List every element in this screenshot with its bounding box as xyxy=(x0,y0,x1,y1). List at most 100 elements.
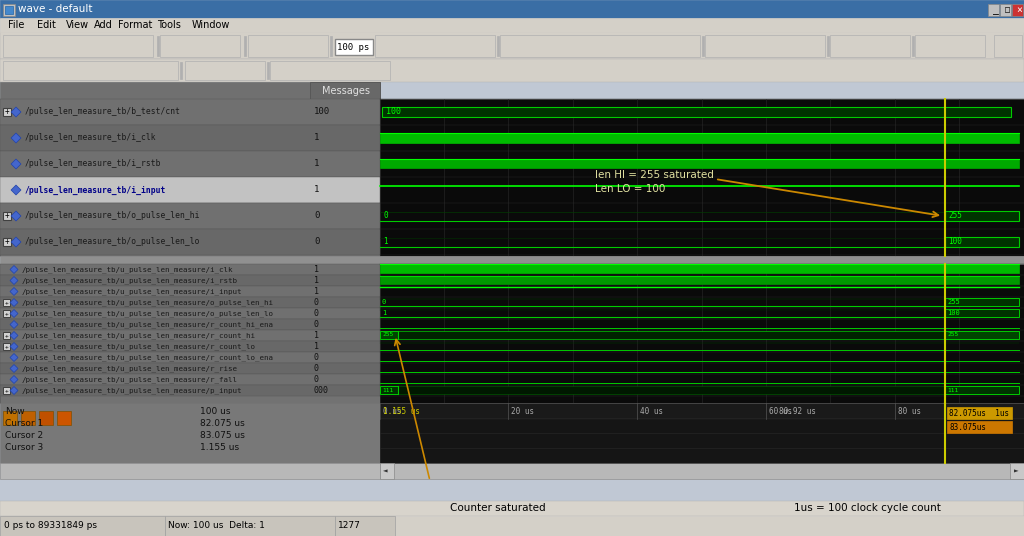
Bar xyxy=(0,341,380,352)
Text: 255: 255 xyxy=(947,299,959,305)
Text: ×: × xyxy=(1016,5,1022,15)
Bar xyxy=(827,36,829,56)
Text: /pulse_len_measure_tb/u_pulse_len_measure/p_input: /pulse_len_measure_tb/u_pulse_len_measur… xyxy=(22,387,243,394)
Bar xyxy=(244,36,246,56)
Text: Cursor 3: Cursor 3 xyxy=(5,443,43,451)
Bar xyxy=(380,403,1024,463)
Bar xyxy=(947,407,1012,419)
Text: Edit: Edit xyxy=(37,20,55,30)
Bar xyxy=(945,237,1019,247)
Bar xyxy=(0,18,1024,32)
Bar xyxy=(0,516,1024,536)
Bar xyxy=(380,264,1024,403)
Bar xyxy=(702,36,705,56)
Text: 0: 0 xyxy=(314,375,319,384)
Bar xyxy=(988,4,999,16)
Text: 40 us: 40 us xyxy=(640,406,664,415)
Bar xyxy=(3,299,10,306)
Polygon shape xyxy=(10,321,18,329)
Bar xyxy=(0,256,1024,264)
Bar xyxy=(945,211,1019,221)
Bar xyxy=(185,61,265,80)
Text: 0 ps to 89331849 ps: 0 ps to 89331849 ps xyxy=(4,522,97,531)
Text: Now: 100 us  Delta: 1: Now: 100 us Delta: 1 xyxy=(168,522,265,531)
Bar xyxy=(0,308,380,319)
Bar xyxy=(0,264,380,275)
Bar xyxy=(0,59,1024,82)
Bar xyxy=(3,108,11,116)
Bar xyxy=(0,99,380,256)
Text: /pulse_len_measure_tb/u_pulse_len_measure/i_clk: /pulse_len_measure_tb/u_pulse_len_measur… xyxy=(22,266,233,273)
Text: /pulse_len_measure_tb/u_pulse_len_measure/r_count_lo_ena: /pulse_len_measure_tb/u_pulse_len_measur… xyxy=(22,354,274,361)
Text: 1: 1 xyxy=(314,342,319,351)
Text: □: □ xyxy=(1005,5,1010,14)
Bar xyxy=(380,463,394,479)
Bar xyxy=(1000,4,1011,16)
Text: /pulse_len_measure_tb/u_pulse_len_measure/r_count_hi: /pulse_len_measure_tb/u_pulse_len_measur… xyxy=(22,332,256,339)
Text: 0: 0 xyxy=(383,212,388,220)
Text: /pulse_len_measure_tb/o_pulse_len_lo: /pulse_len_measure_tb/o_pulse_len_lo xyxy=(25,237,201,247)
Text: Tools: Tools xyxy=(158,20,181,30)
Text: 0: 0 xyxy=(314,320,319,329)
Bar xyxy=(380,159,1019,168)
Bar xyxy=(0,363,380,374)
Text: Cursor 1: Cursor 1 xyxy=(5,419,43,428)
Polygon shape xyxy=(10,386,18,394)
Text: 100 ps: 100 ps xyxy=(337,42,370,51)
Bar xyxy=(0,385,380,396)
Text: 1: 1 xyxy=(314,133,319,143)
Text: /pulse_len_measure_tb/u_pulse_len_measure/o_pulse_len_hi: /pulse_len_measure_tb/u_pulse_len_measur… xyxy=(22,299,274,306)
Bar xyxy=(0,330,380,341)
Text: wave - default: wave - default xyxy=(18,4,92,14)
Text: /pulse_len_measure_tb/o_pulse_len_hi: /pulse_len_measure_tb/o_pulse_len_hi xyxy=(25,212,201,220)
Text: 0: 0 xyxy=(314,298,319,307)
Text: 1277: 1277 xyxy=(338,522,360,531)
Text: 0: 0 xyxy=(314,364,319,373)
Bar xyxy=(3,238,11,246)
Bar xyxy=(380,264,1019,273)
Text: ►: ► xyxy=(1014,466,1019,475)
Bar xyxy=(3,386,10,393)
Polygon shape xyxy=(11,107,22,117)
Text: +: + xyxy=(5,388,9,393)
Text: 111: 111 xyxy=(947,388,958,392)
Text: 83.075 us: 83.075 us xyxy=(200,430,245,440)
Bar xyxy=(380,276,1019,284)
Bar xyxy=(0,99,1024,256)
Text: 100: 100 xyxy=(948,237,962,247)
Text: 1.155 us: 1.155 us xyxy=(200,443,240,451)
Text: /pulse_len_measure_tb/i_clk: /pulse_len_measure_tb/i_clk xyxy=(25,133,157,143)
Polygon shape xyxy=(11,133,22,143)
Bar xyxy=(380,133,1019,143)
Text: Add: Add xyxy=(94,20,113,30)
Bar xyxy=(0,203,380,229)
Text: 1: 1 xyxy=(314,265,319,274)
Bar xyxy=(0,125,380,151)
Polygon shape xyxy=(11,237,22,247)
Text: +: + xyxy=(5,300,9,305)
Text: +: + xyxy=(5,333,9,338)
Text: Now: Now xyxy=(5,406,25,415)
Text: 1: 1 xyxy=(314,331,319,340)
Bar xyxy=(160,35,240,57)
Bar xyxy=(945,298,1019,306)
Text: _: _ xyxy=(993,5,998,15)
Text: 255: 255 xyxy=(947,332,958,338)
Bar xyxy=(248,35,328,57)
Text: 83.075us: 83.075us xyxy=(949,422,986,431)
Text: 1: 1 xyxy=(383,237,388,247)
Text: 80.92 us: 80.92 us xyxy=(779,406,816,415)
Bar xyxy=(0,352,380,363)
Text: +: + xyxy=(5,237,9,247)
Bar xyxy=(0,32,1024,59)
Bar xyxy=(270,61,390,80)
Bar xyxy=(3,343,10,349)
Text: +: + xyxy=(5,108,9,116)
Bar xyxy=(398,331,945,339)
Bar xyxy=(382,107,1011,117)
Polygon shape xyxy=(10,277,18,285)
Text: 100: 100 xyxy=(947,310,959,316)
Text: 0: 0 xyxy=(314,353,319,362)
Bar xyxy=(39,411,53,425)
Bar xyxy=(0,229,380,255)
